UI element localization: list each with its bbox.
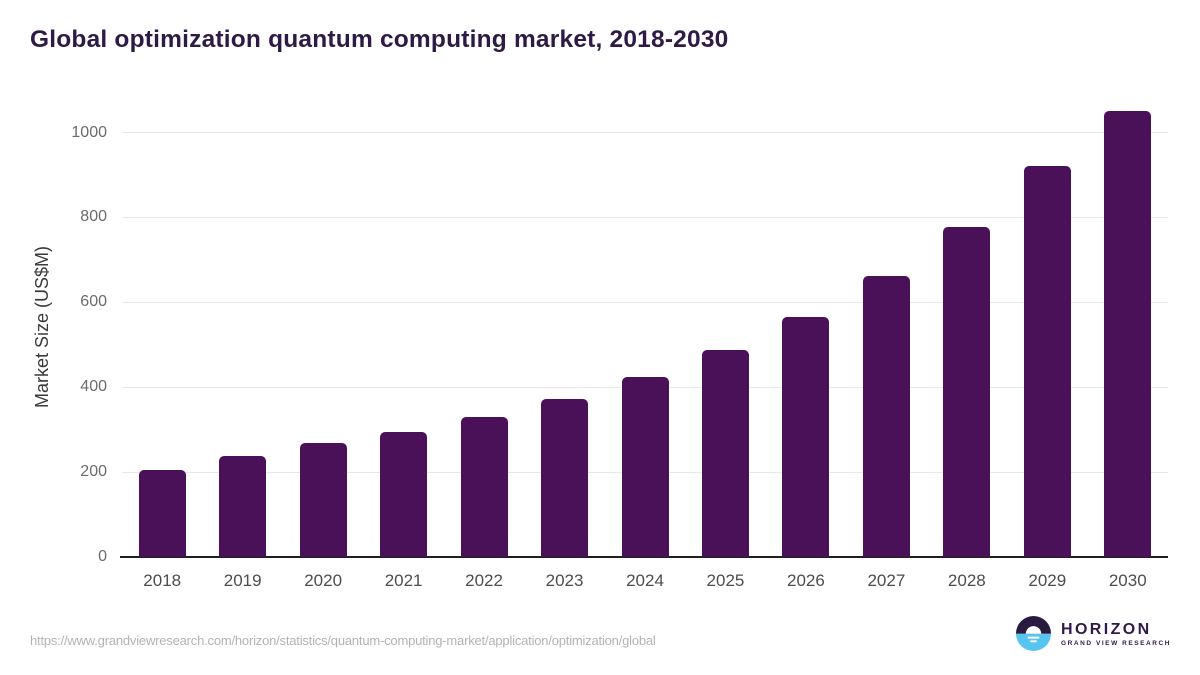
bar-2018[interactable]: [138, 469, 186, 557]
x-tick-2023: 2023: [545, 571, 584, 590]
x-tick-2025: 2025: [706, 571, 745, 590]
bar-2021[interactable]: [380, 431, 428, 557]
x-tick-2026: 2026: [787, 571, 825, 590]
horizon-sun-icon: [1016, 616, 1051, 651]
bar-2026[interactable]: [782, 317, 830, 557]
x-tick-2021: 2021: [384, 571, 423, 590]
x-tick-2020: 2020: [304, 571, 343, 590]
brand-name: HORIZON: [1061, 620, 1152, 638]
bar-2025[interactable]: [701, 349, 749, 557]
bar-2019[interactable]: [219, 455, 267, 557]
x-tick-2027: 2027: [867, 571, 906, 590]
bar-2020[interactable]: [299, 443, 347, 557]
gridline-1000: [122, 132, 1168, 133]
y-tick-1000: 1000: [71, 123, 107, 141]
x-tick-2030: 2030: [1108, 571, 1147, 590]
source-url: https://www.grandviewresearch.com/horizo…: [30, 633, 656, 648]
y-tick-200: 200: [80, 463, 107, 481]
x-tick-2019: 2019: [223, 571, 262, 590]
x-tick-2029: 2029: [1028, 571, 1067, 590]
x-tick-2022: 2022: [465, 571, 503, 590]
y-tick-400: 400: [80, 378, 107, 396]
y-tick-800: 800: [80, 208, 107, 226]
bar-2024[interactable]: [621, 377, 669, 557]
x-tick-2028: 2028: [947, 571, 986, 590]
brand-subtitle: GRAND VIEW RESEARCH: [1061, 639, 1171, 647]
bar-2028[interactable]: [943, 226, 991, 557]
bar-2022[interactable]: [460, 416, 508, 557]
gridline-800: [122, 216, 1168, 218]
bar-2030[interactable]: [1104, 111, 1152, 557]
y-tick-0: 0: [98, 548, 107, 565]
y-tick-600: 600: [80, 293, 107, 311]
plot-area: [122, 97, 1168, 557]
gridline-600: [122, 301, 1168, 303]
horizon-logo[interactable]: HORIZON GRAND VIEW RESEARCH: [1016, 616, 1171, 651]
bar-2029[interactable]: [1023, 165, 1071, 557]
x-tick-2024: 2024: [626, 571, 664, 590]
x-tick-2018: 2018: [143, 571, 182, 590]
bar-2027[interactable]: [862, 275, 910, 557]
x-axis-line: [120, 556, 1168, 558]
chart-title: Global optimization quantum computing ma…: [30, 26, 729, 53]
y-axis-title: Market Size (US$M): [32, 245, 52, 409]
bar-2023[interactable]: [541, 399, 589, 557]
